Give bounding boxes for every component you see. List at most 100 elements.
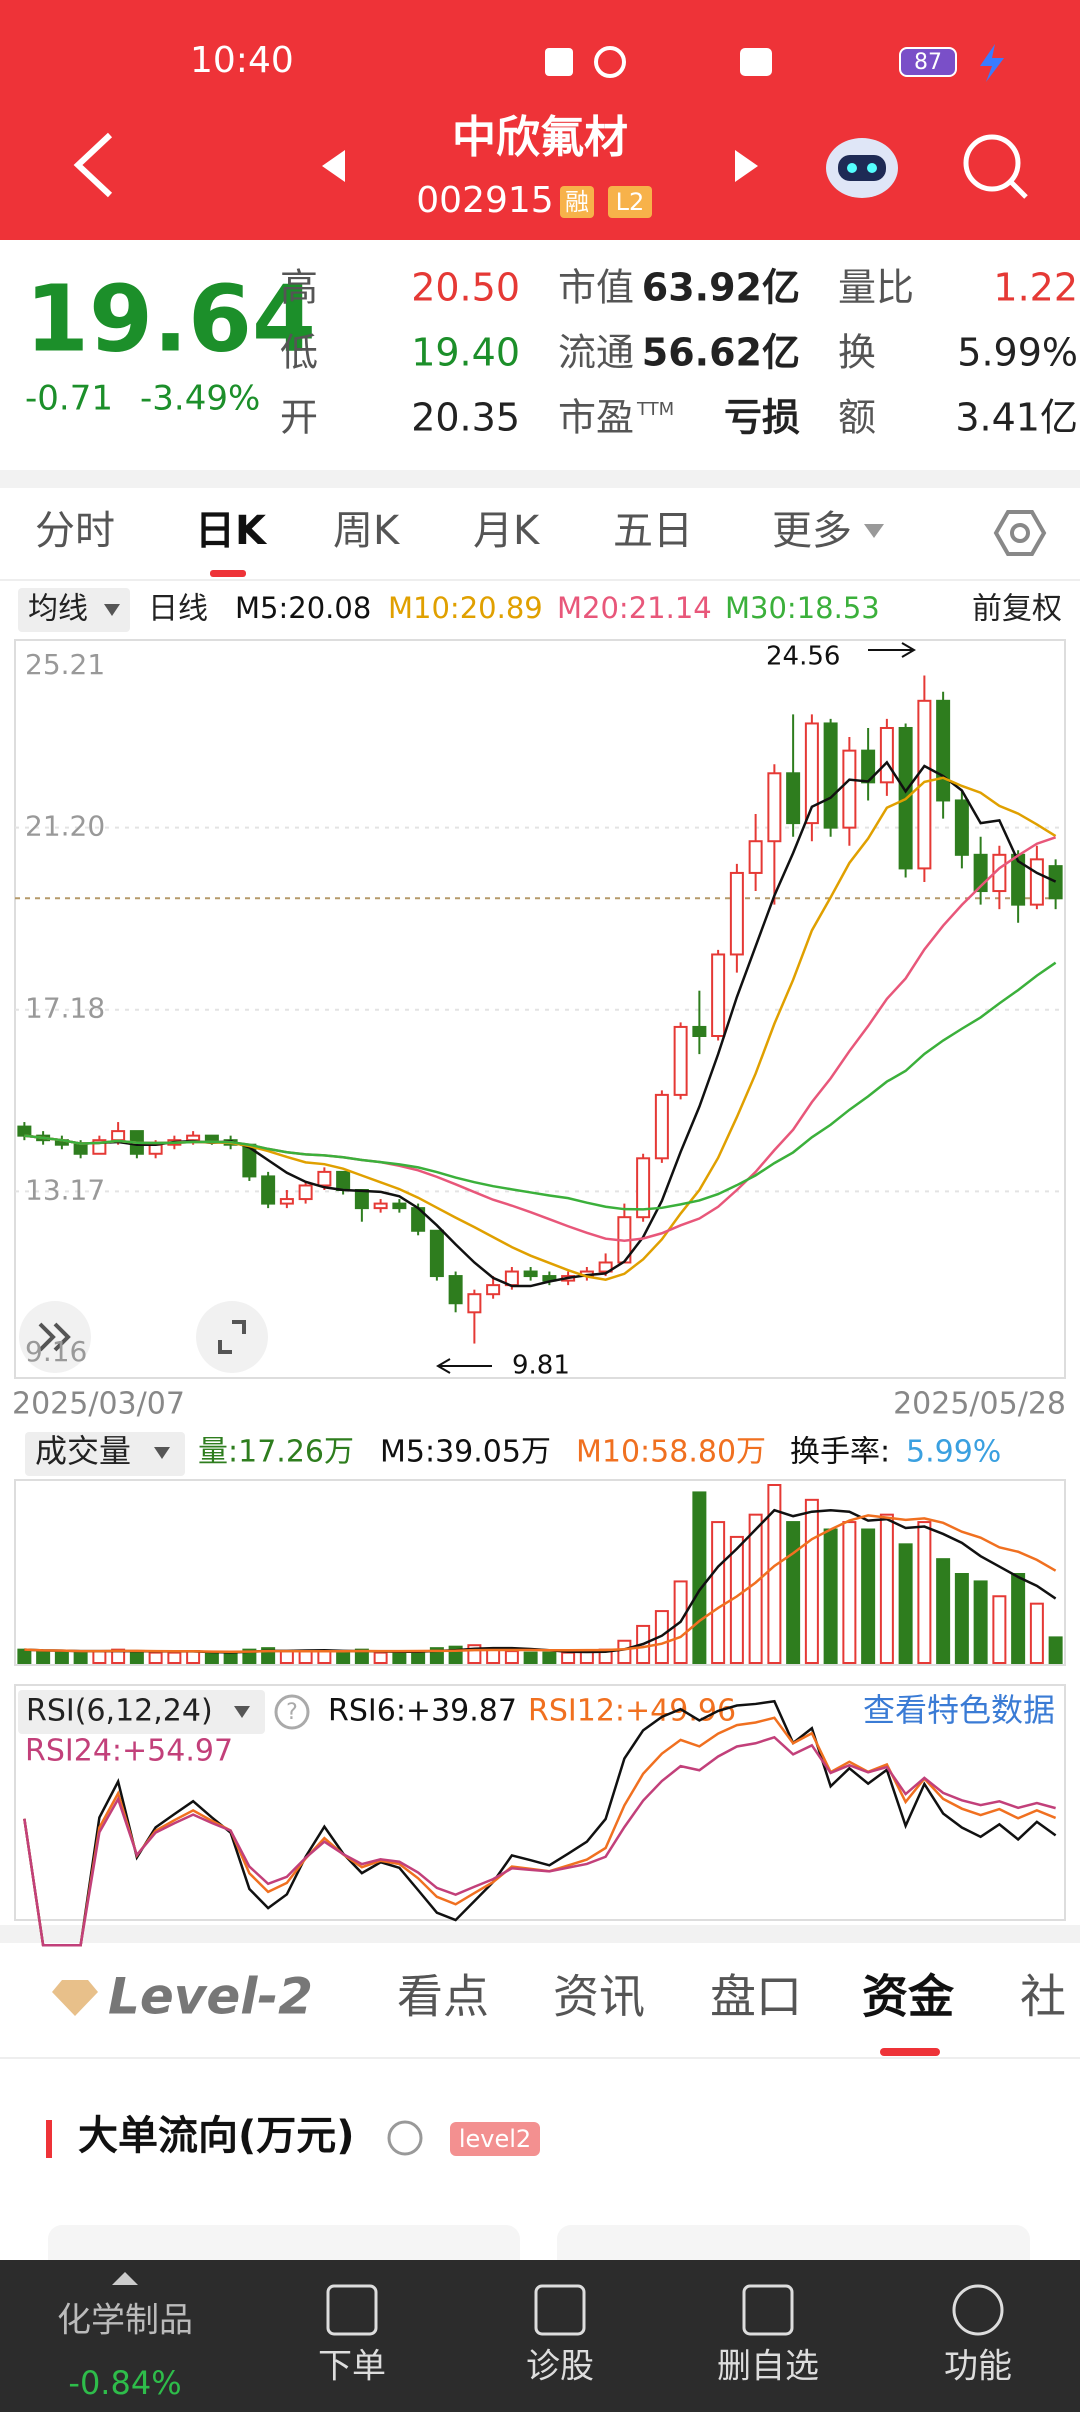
feature-data-link[interactable]: 查看特色数据 [863, 1691, 1055, 1729]
candle-body [317, 1170, 332, 1187]
candle-body [148, 1143, 163, 1155]
period-tab[interactable]: 日K [195, 508, 268, 554]
expand-buttons[interactable] [19, 1301, 268, 1373]
nav-label[interactable]: 下单 [318, 2347, 386, 2387]
volume-ma-line [24, 1514, 1057, 1653]
ma-value: M10:20.89 [388, 591, 543, 625]
candle-body [936, 699, 951, 802]
volume-bar [1029, 1602, 1044, 1664]
rsi-line [23, 1735, 1056, 1947]
field-value: 19.40 [411, 331, 520, 375]
volume-selector[interactable]: 成交量 [35, 1432, 131, 1470]
volume-bar [148, 1651, 163, 1665]
search-button[interactable] [963, 134, 1028, 199]
section-title: 大单流向(万元) [78, 2113, 355, 2159]
candle-body [111, 1130, 126, 1142]
volume-bar [842, 1521, 857, 1665]
detail-tab[interactable]: 看点 [397, 1970, 489, 2024]
detail-tab[interactable]: 资金 [862, 1970, 955, 2024]
nav-icon[interactable] [742, 2284, 794, 2336]
volume-bar [204, 1651, 219, 1665]
next-stock[interactable] [735, 150, 758, 182]
candle-body [879, 726, 894, 784]
dropdown-arrow [864, 524, 884, 538]
volume-stat: M10:58.80万 [576, 1435, 766, 1470]
candle-body [429, 1229, 444, 1278]
field-value: 56.62亿 [642, 331, 800, 375]
field-label: 流通 [558, 331, 634, 375]
period-tab[interactable]: 更多 [772, 508, 852, 554]
period-tab[interactable]: 周K [333, 508, 401, 554]
volume-bar [392, 1651, 407, 1665]
candle-body [261, 1175, 276, 1205]
period-tab[interactable]: 五日 [613, 508, 693, 554]
field-label: 低 [280, 331, 318, 375]
info-icon[interactable] [387, 2120, 423, 2156]
volume-bar [898, 1543, 913, 1665]
detail-tab[interactable]: 盘口 [710, 1970, 802, 2024]
candle-body [392, 1202, 407, 1210]
nav-icon[interactable] [952, 2284, 1004, 2336]
field-value: 63.92亿 [642, 266, 800, 310]
period-tab[interactable]: 月K [473, 508, 541, 554]
adjust-mode[interactable]: 前复权 [972, 592, 1062, 627]
volume-bar [73, 1651, 88, 1665]
candle-body [17, 1125, 32, 1137]
sector-change: -0.84% [68, 2364, 181, 2402]
nav-icon[interactable] [534, 2284, 586, 2336]
selector-bg[interactable] [25, 1432, 185, 1476]
prev-stock[interactable] [322, 150, 345, 182]
volume-bar [129, 1650, 144, 1664]
back-button[interactable] [73, 132, 113, 198]
ma-selector[interactable]: 均线 [28, 592, 88, 627]
period-tab[interactable]: 分时 [35, 508, 115, 554]
nav-label[interactable]: 功能 [944, 2347, 1012, 2387]
field-value: 1.22 [993, 266, 1078, 310]
volume-bar [92, 1650, 107, 1664]
candle-body [186, 1134, 201, 1142]
expand-arrow[interactable] [112, 2272, 138, 2285]
arrow-head [436, 1358, 451, 1374]
volume-bar [786, 1521, 801, 1665]
ma-line [24, 961, 1057, 1211]
rsi-selector[interactable]: RSI(6,12,24) [26, 1694, 213, 1729]
selector-bg[interactable] [18, 1690, 265, 1734]
candle-body [486, 1284, 501, 1296]
detail-tab[interactable]: 资讯 [553, 1970, 645, 2024]
volume-bar [223, 1651, 238, 1665]
sector-name[interactable]: 化学制品 [57, 2301, 193, 2341]
ma-value: M30:18.53 [725, 591, 880, 625]
help-icon-glyph: ? [286, 1700, 298, 1725]
candle-body [636, 1157, 651, 1219]
help-icon[interactable] [274, 1694, 310, 1730]
volume-bar [354, 1648, 369, 1665]
candle-body [748, 840, 763, 874]
settings-icon[interactable] [993, 510, 1047, 556]
section-tag: level2 [459, 2125, 531, 2153]
candle-body [823, 722, 838, 829]
nav-icon[interactable] [326, 2284, 378, 2336]
detail-tab[interactable]: Level-2 [108, 1968, 313, 2026]
assistant-icon[interactable] [826, 138, 898, 198]
arrow-head [901, 642, 916, 658]
selector-bg[interactable] [18, 588, 130, 632]
volume-bar [711, 1521, 726, 1665]
candle-body [279, 1198, 294, 1205]
detail-tab[interactable]: 社 [1020, 1970, 1066, 2024]
level2-icon [52, 1980, 98, 2016]
nav-label[interactable]: 诊股 [526, 2347, 594, 2387]
rsi-value: RSI12:+49.96 [528, 1694, 736, 1729]
nav-label[interactable]: 删自选 [717, 2347, 819, 2387]
candle-body [523, 1270, 538, 1278]
candle-body [673, 1025, 688, 1096]
rsi-line [23, 1699, 1057, 1947]
volume-bar [748, 1513, 763, 1664]
rsi-frame [14, 1684, 1066, 1921]
volume-bar [17, 1648, 32, 1665]
candle-body [711, 953, 726, 1037]
dropdown-arrow [104, 604, 120, 616]
field-label: 换 [838, 331, 876, 375]
candle-body [204, 1134, 219, 1142]
volume-bar [523, 1651, 538, 1665]
